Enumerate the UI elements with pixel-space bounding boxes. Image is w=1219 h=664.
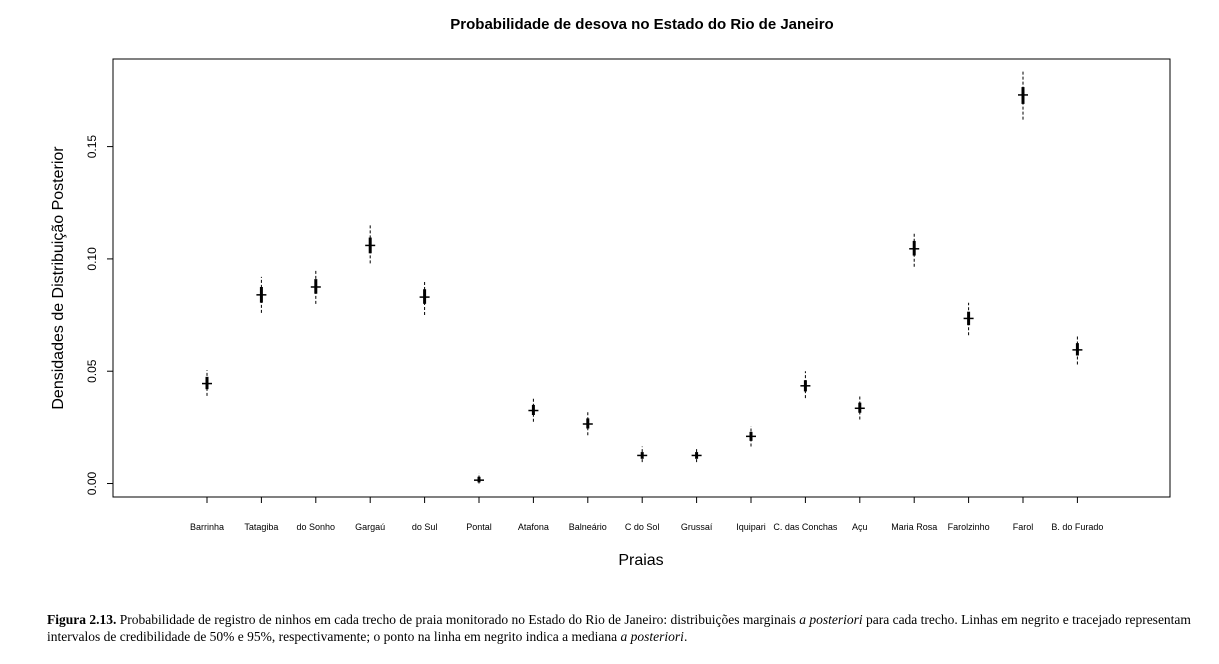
caption-italic-1: a posteriori	[799, 612, 863, 627]
x-tick-label-3: Gargaú	[355, 522, 385, 532]
x-tick-label-7: Balneário	[569, 522, 607, 532]
x-tick-label-12: Açu	[852, 522, 868, 532]
y-axis-label: Densidades de Distribuição Posterior	[50, 146, 67, 410]
x-tick-label-2: do Sonho	[297, 522, 336, 532]
caption-italic-2: a posteriori	[620, 629, 684, 644]
posterior-interval-chart: Probabilidade de desova no Estado do Rio…	[50, 16, 1171, 569]
x-tick-label-5: Pontal	[466, 522, 492, 532]
x-tick-label-9: Grussaí	[681, 522, 713, 532]
x-tick-label-1: Tatagiba	[244, 522, 278, 532]
x-tick-label-6: Atafona	[518, 522, 549, 532]
x-tick-label-14: Farolzinho	[948, 522, 990, 532]
x-tick-label-0: Barrinha	[190, 522, 224, 532]
y-tick-label-1: 0.05	[85, 359, 99, 383]
y-axis: 0.00 0.05 0.10 0.15	[85, 135, 113, 496]
x-tick-label-8: C do Sol	[625, 522, 660, 532]
x-axis: Barrinha Tatagiba do Sonho Gargaú do Sul Pont…	[190, 497, 1103, 532]
caption-label: Figura 2.13.	[47, 612, 117, 627]
interval-marks	[202, 70, 1083, 484]
x-tick-label-16: B. do Furado	[1051, 522, 1103, 532]
y-tick-label-2: 0.10	[85, 247, 99, 271]
y-tick-label-3: 0.15	[85, 135, 99, 159]
x-tick-label-15: Farol	[1013, 522, 1034, 532]
caption-text-3: .	[683, 629, 688, 644]
x-tick-label-10: Iquipari	[736, 522, 766, 532]
plot-frame	[112, 58, 1171, 498]
caption-text-2: para cada trecho. Linhas em negrito e tr…	[47, 612, 1191, 644]
figure-caption: Figura 2.13. Probabilidade de registro d…	[47, 611, 1207, 645]
caption-text-1: Probabilidade de registro de ninhos em c…	[116, 612, 800, 627]
x-tick-label-11: C. das Conchas	[773, 522, 838, 532]
x-axis-label: Praias	[618, 552, 663, 569]
x-tick-label-13: Maria Rosa	[891, 522, 937, 532]
chart-title: Probabilidade de desova no Estado do Rio…	[450, 16, 833, 33]
x-tick-label-4: do Sul	[412, 522, 438, 532]
y-tick-label-0: 0.00	[85, 472, 99, 496]
